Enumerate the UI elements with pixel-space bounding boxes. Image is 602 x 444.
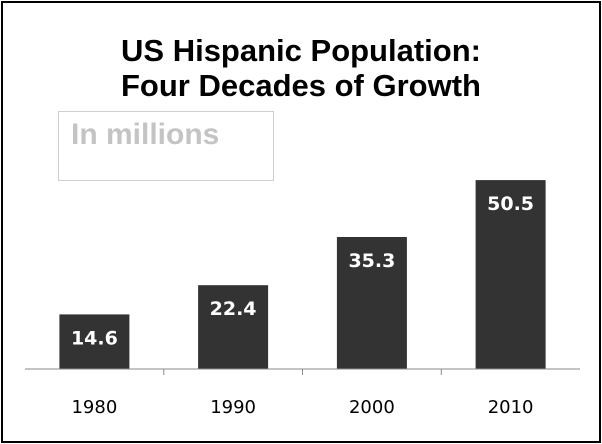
bars-group: 14.6 22.4 35.3 50.5 — [59, 180, 546, 369]
bar-2010 — [475, 180, 546, 369]
x-tick-label-1990: 1990 — [210, 397, 256, 418]
bar-value-label-2000: 35.3 — [348, 250, 395, 272]
bar-1980 — [59, 314, 130, 369]
chart-title-line2: Four Decades of Growth — [121, 68, 481, 103]
subtitle-box: In millions — [58, 111, 274, 181]
bar-1990 — [198, 285, 269, 369]
x-tick-label-2010: 2010 — [488, 397, 534, 418]
bar-value-label-1980: 14.6 — [71, 327, 118, 349]
bar-value-label-2010: 50.5 — [487, 193, 534, 215]
chart-title: US Hispanic Population: Four Decades of … — [3, 33, 599, 103]
chart-title-line1: US Hispanic Population: — [121, 33, 481, 68]
x-tick-label-2000: 2000 — [349, 397, 395, 418]
bar-value-label-1990: 22.4 — [210, 298, 257, 320]
x-ticks-group: 1980 1990 2000 2010 — [71, 369, 534, 418]
x-tick-label-1980: 1980 — [71, 397, 117, 418]
chart-subtitle: In millions — [71, 118, 220, 151]
bar-2000 — [336, 237, 407, 369]
